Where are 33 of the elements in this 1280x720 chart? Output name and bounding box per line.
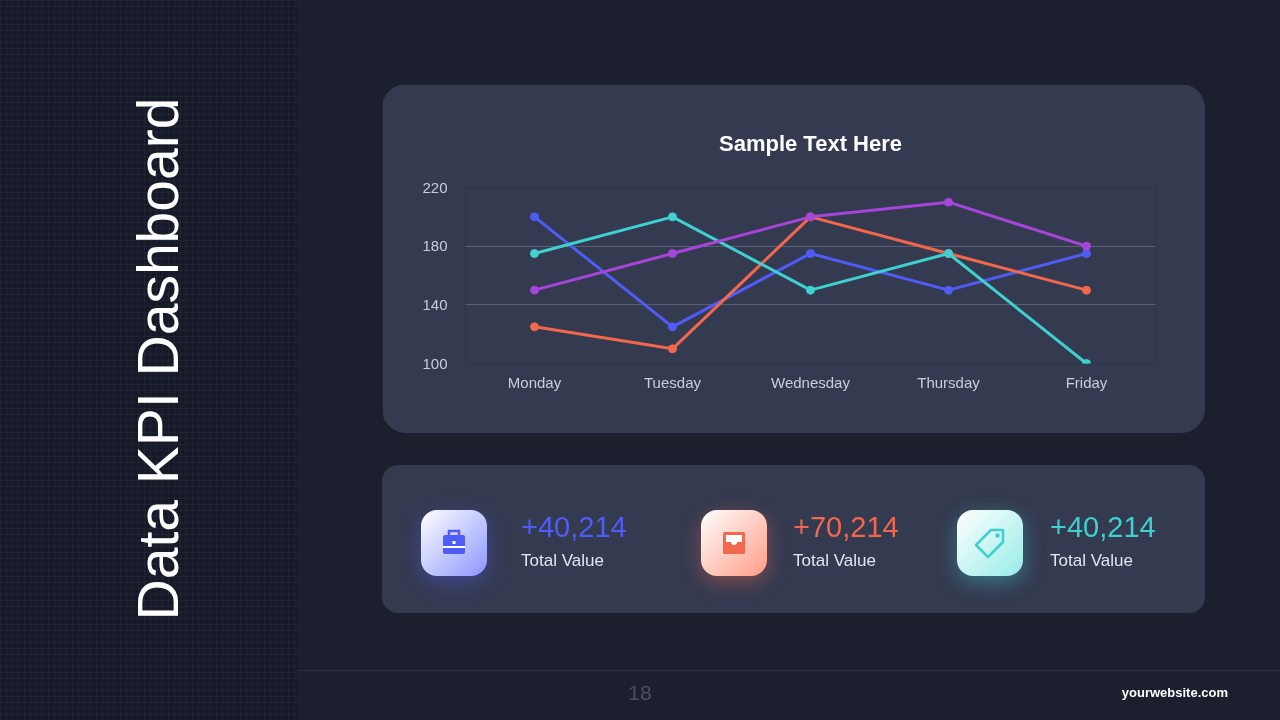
point — [944, 197, 953, 207]
text: Total Value — [1050, 551, 1133, 571]
text: yourwebsite.com — [1121, 685, 1228, 701]
point — [530, 322, 539, 332]
y-tick-label: 180 — [422, 237, 448, 255]
y-tick-label: 140 — [422, 295, 448, 313]
x-tick-label: Monday — [507, 373, 562, 391]
text: Total Value — [793, 551, 876, 571]
y-tick-label: 220 — [422, 178, 448, 196]
point — [668, 249, 677, 258]
point — [806, 285, 815, 295]
point — [668, 212, 677, 222]
point — [1082, 285, 1091, 295]
text: Total Value — [521, 551, 604, 571]
text: +40,214 — [1050, 510, 1156, 544]
point — [530, 285, 539, 295]
point — [944, 285, 953, 295]
point — [530, 249, 539, 258]
y-tick-label: 100 — [422, 354, 448, 372]
point — [530, 212, 539, 222]
point — [1082, 241, 1091, 251]
x-tick-label: Friday — [1065, 373, 1108, 391]
point — [1082, 249, 1091, 258]
point — [668, 344, 677, 354]
text: Data KPI Dashboard — [126, 97, 190, 621]
point — [668, 322, 677, 332]
x-tick-label: Wednesday — [771, 373, 851, 391]
x-tick-label: Thursday — [917, 373, 981, 391]
point — [806, 249, 815, 258]
chart-title: Sample Text Here — [719, 130, 903, 156]
text: +40,214 — [521, 510, 627, 544]
x-tick-label: Tuesday — [644, 373, 702, 391]
text: +70,214 — [793, 510, 899, 544]
